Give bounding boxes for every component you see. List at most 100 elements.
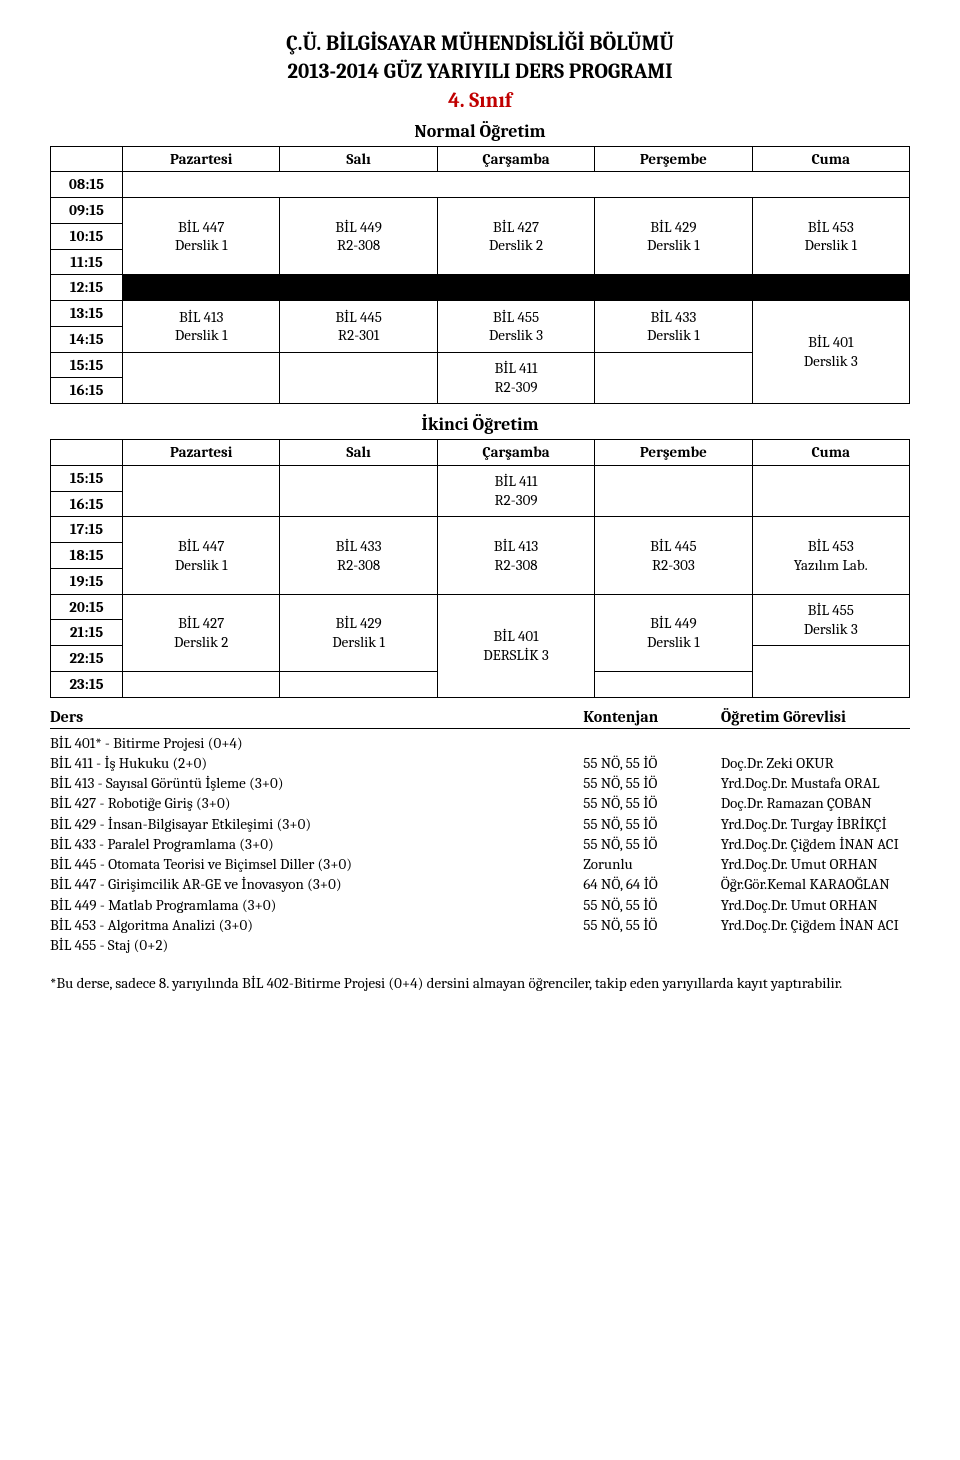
- schedule-ikinci: Pazartesi Salı Çarşamba Perşembe Cuma 15…: [50, 439, 910, 698]
- table-row: 15:15 BİL 411R2-309: [51, 465, 910, 491]
- course-list: Ders Kontenjan Öğretim Görevlisi BİL 401…: [50, 708, 910, 956]
- course-quota: 64 NÖ, 64 İÖ: [583, 874, 721, 894]
- course-code: BİL 455: [757, 601, 905, 620]
- time-cell: 14:15: [51, 326, 123, 352]
- course-code: BİL 433: [599, 308, 747, 327]
- course-code: BİL 413: [127, 308, 275, 327]
- course-instructor: Öğr.Gör.Kemal KARAOĞLAN: [721, 874, 910, 894]
- course-name: BİL 445 - Otomata Teorisi ve Biçimsel Di…: [50, 854, 583, 874]
- course-cell: BİL 433Derslik 1: [595, 301, 752, 353]
- table-row: 13:15 BİL 413Derslik 1 BİL 445R2-301 BİL…: [51, 301, 910, 327]
- course-row: BİL 411 - İş Hukuku (2+0)55 NÖ, 55 İÖDoç…: [50, 753, 910, 773]
- course-instructor: Yrd.Doç.Dr. Umut ORHAN: [721, 854, 910, 874]
- time-cell: 23:15: [51, 671, 123, 697]
- course-cell: BİL 455Derslik 3: [437, 301, 594, 353]
- time-cell: 22:15: [51, 646, 123, 672]
- course-row: BİL 401* - Bitirme Projesi (0+4): [50, 733, 910, 753]
- course-quota: [583, 935, 721, 955]
- time-cell: 09:15: [51, 198, 123, 224]
- course-cell: BİL 453Derslik 1: [752, 198, 909, 275]
- time-cell: 12:15: [51, 275, 123, 301]
- course-quota: Zorunlu: [583, 854, 721, 874]
- header-ders: Ders: [50, 708, 583, 726]
- day-header: Salı: [280, 440, 437, 466]
- table-row: 08:15: [51, 172, 910, 198]
- course-code: BİL 447: [127, 218, 275, 237]
- course-row: BİL 453 - Algoritma Analizi (3+0)55 NÖ, …: [50, 915, 910, 935]
- course-room: R2-308: [442, 556, 590, 575]
- course-name: BİL 429 - İnsan-Bilgisayar Etkileşimi (3…: [50, 814, 583, 834]
- time-cell: 16:15: [51, 491, 123, 517]
- empty-cell: [595, 352, 752, 404]
- course-room: Derslik 3: [442, 326, 590, 345]
- course-cell: BİL 411R2-309: [437, 465, 594, 517]
- day-header: Cuma: [752, 440, 909, 466]
- course-cell: BİL 427Derslik 2: [437, 198, 594, 275]
- page-header: Ç.Ü. BİLGİSAYAR MÜHENDİSLİĞİ BÖLÜMÜ 2013…: [50, 30, 910, 113]
- normal-title: Normal Öğretim: [50, 121, 910, 142]
- course-room: Derslik 3: [757, 352, 905, 371]
- course-room: Derslik 1: [599, 326, 747, 345]
- course-row: BİL 433 - Paralel Programlama (3+0)55 NÖ…: [50, 834, 910, 854]
- course-room: R2-308: [284, 236, 432, 255]
- empty-cell: [123, 671, 280, 697]
- course-code: BİL 455: [442, 308, 590, 327]
- course-instructor: Yrd.Doç.Dr. Mustafa ORAL: [721, 773, 910, 793]
- course-room: Derslik 2: [442, 236, 590, 255]
- course-cell: BİL 447Derslik 1: [123, 517, 280, 594]
- course-room: R2-303: [599, 556, 747, 575]
- course-room: Derslik 3: [757, 620, 905, 639]
- course-instructor: Yrd.Doç.Dr. Umut ORHAN: [721, 895, 910, 915]
- footnote: *Bu derse, sadece 8. yarıyılında BİL 402…: [50, 973, 910, 993]
- course-instructor: [721, 935, 910, 955]
- course-quota: 55 NÖ, 55 İÖ: [583, 814, 721, 834]
- header-kontenjan: Kontenjan: [583, 708, 721, 726]
- course-name: BİL 401* - Bitirme Projesi (0+4): [50, 733, 583, 753]
- course-list-header: Ders Kontenjan Öğretim Görevlisi: [50, 708, 910, 729]
- dept-title: Ç.Ü. BİLGİSAYAR MÜHENDİSLİĞİ BÖLÜMÜ: [50, 30, 910, 58]
- time-cell: 15:15: [51, 465, 123, 491]
- empty-cell: [595, 671, 752, 697]
- empty-cell: [280, 671, 437, 697]
- course-quota: 55 NÖ, 55 İÖ: [583, 834, 721, 854]
- course-room: R2-301: [284, 326, 432, 345]
- day-header: Salı: [280, 146, 437, 172]
- time-cell: 18:15: [51, 543, 123, 569]
- course-code: BİL 445: [599, 537, 747, 556]
- table-row: 12:15: [51, 275, 910, 301]
- time-cell: 15:15: [51, 352, 123, 378]
- empty-cell: [123, 352, 280, 404]
- course-name: BİL 447 - Girişimcilik AR-GE ve İnovasyo…: [50, 874, 583, 894]
- course-code: BİL 453: [757, 537, 905, 556]
- course-cell: BİL 445R2-301: [280, 301, 437, 353]
- course-name: BİL 449 - Matlab Programlama (3+0): [50, 895, 583, 915]
- course-quota: [583, 733, 721, 753]
- day-header: Perşembe: [595, 440, 752, 466]
- course-name: BİL 453 - Algoritma Analizi (3+0): [50, 915, 583, 935]
- empty-cell: [752, 465, 909, 517]
- blank-header: [51, 440, 123, 466]
- course-instructor: [721, 733, 910, 753]
- day-header: Çarşamba: [437, 440, 594, 466]
- table-header-row: Pazartesi Salı Çarşamba Perşembe Cuma: [51, 440, 910, 466]
- course-room: Derslik 1: [599, 633, 747, 652]
- break-row: [123, 275, 910, 301]
- day-header: Pazartesi: [123, 146, 280, 172]
- course-instructor: Yrd.Doç.Dr. Çiğdem İNAN ACI: [721, 834, 910, 854]
- course-row: BİL 449 - Matlab Programlama (3+0)55 NÖ,…: [50, 895, 910, 915]
- schedule-normal: Pazartesi Salı Çarşamba Perşembe Cuma 08…: [50, 146, 910, 405]
- course-cell: BİL 413R2-308: [437, 517, 594, 594]
- course-quota: 55 NÖ, 55 İÖ: [583, 895, 721, 915]
- course-row: BİL 429 - İnsan-Bilgisayar Etkileşimi (3…: [50, 814, 910, 834]
- course-room: Derslik 2: [127, 633, 275, 652]
- course-cell: BİL 433R2-308: [280, 517, 437, 594]
- time-cell: 11:15: [51, 249, 123, 275]
- course-room: Derslik 1: [599, 236, 747, 255]
- course-code: BİL 453: [757, 218, 905, 237]
- course-name: BİL 411 - İş Hukuku (2+0): [50, 753, 583, 773]
- day-header: Cuma: [752, 146, 909, 172]
- course-instructor: Yrd.Doç.Dr. Turgay İBRİKÇİ: [721, 814, 910, 834]
- course-cell: BİL 401DERSLİK 3: [437, 594, 594, 697]
- time-cell: 10:15: [51, 223, 123, 249]
- course-code: BİL 449: [284, 218, 432, 237]
